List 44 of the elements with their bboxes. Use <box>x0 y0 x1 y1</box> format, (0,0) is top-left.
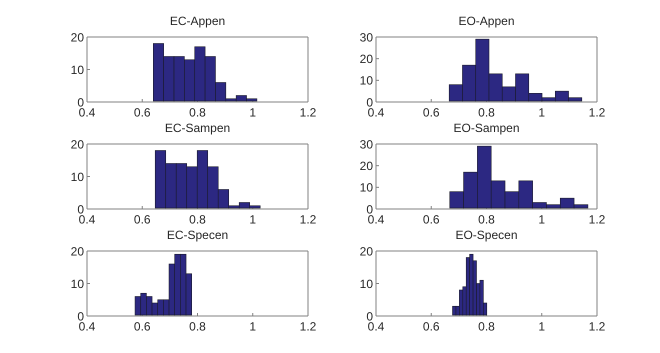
x-tick-label: 1 <box>249 212 256 227</box>
y-tick-label: 20 <box>360 52 374 66</box>
x-tick-label: 1.2 <box>300 320 317 334</box>
y-tick-label: 20 <box>70 244 84 258</box>
x-tick-label: 0.8 <box>478 320 496 334</box>
x-tick-label: 1.2 <box>588 320 606 334</box>
chart-title: EC-Specen <box>166 228 230 242</box>
x-tick-label: 0.8 <box>478 106 496 120</box>
chart-title: EC-Sampen <box>164 121 232 135</box>
x-tick-label: 0.8 <box>478 212 496 227</box>
y-tick-label: 30 <box>360 137 374 152</box>
x-tick-label: 0.8 <box>189 212 206 227</box>
y-tick-label: 30 <box>360 30 374 44</box>
y-tick-label: 10 <box>70 170 84 184</box>
x-tick-label: 0.6 <box>422 320 440 334</box>
x-tick-label: 1 <box>249 320 256 334</box>
x-tick-label: 1.2 <box>300 212 317 227</box>
y-tick-label: 20 <box>70 137 84 152</box>
x-tick-label: 1 <box>538 212 546 227</box>
y-tick-label: 10 <box>70 276 84 291</box>
x-tick-label: 0.6 <box>422 212 440 227</box>
x-tick-label: 1.2 <box>588 212 606 227</box>
x-tick-label: 1.2 <box>588 106 606 120</box>
y-tick-label: 20 <box>360 244 374 258</box>
y-tick-label: 10 <box>70 62 84 77</box>
x-tick-label: 1 <box>538 320 546 334</box>
x-tick-label: 1 <box>538 106 546 120</box>
y-tick-label: 10 <box>360 276 374 291</box>
x-tick-label: 0.6 <box>422 106 440 120</box>
x-tick-label: 1.2 <box>300 106 317 120</box>
x-tick-label: 0.8 <box>189 320 206 334</box>
chart-title: EO-Appen <box>457 14 516 28</box>
x-tick-label: 0.8 <box>189 106 206 120</box>
chart-title: EC-Appen <box>168 14 226 28</box>
y-tick-label: 20 <box>360 158 374 173</box>
y-tick-label: 10 <box>360 74 374 88</box>
chart-title: EO-Specen <box>454 228 519 242</box>
chart-title: EO-Sampen <box>452 121 521 135</box>
x-tick-label: 0.6 <box>134 212 151 227</box>
x-tick-label: 0.6 <box>134 320 151 334</box>
y-tick-label: 20 <box>70 30 84 44</box>
x-tick-label: 1 <box>249 106 256 120</box>
x-tick-label: 0.6 <box>134 106 151 120</box>
y-tick-label: 10 <box>360 180 374 195</box>
